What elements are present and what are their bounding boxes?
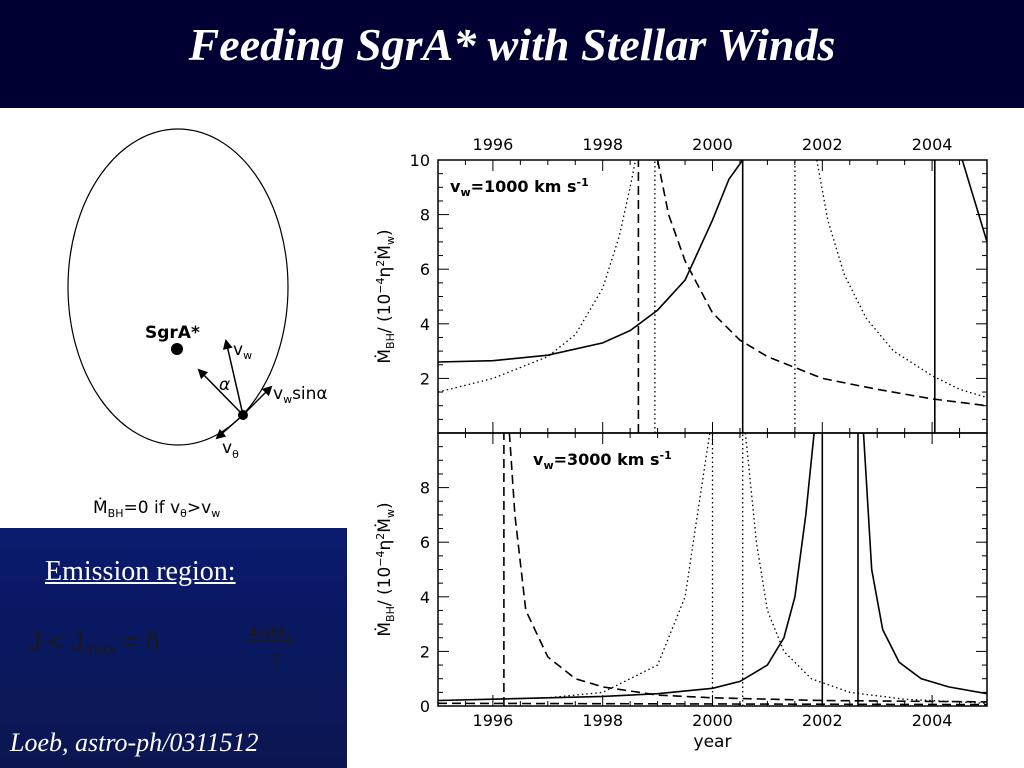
top-x-tick-label: 2002	[802, 135, 843, 154]
orbit-ellipse	[67, 128, 289, 446]
radial-arrow	[197, 368, 244, 416]
emission-box: Emission region: J < Jmax = ñ 4GMT c Loe…	[0, 528, 347, 768]
y-tick-label: 8	[420, 206, 430, 225]
x-tick-label: 1996	[473, 711, 514, 730]
series-solid-3	[961, 160, 987, 243]
y-axis-label: ṀBH/ (10−4η2Ṁw)	[374, 229, 397, 363]
two-panel-plot: 2 4 6 8 10 1996 1998 2000 2002 2004 ṀBH/ (10−4η2Ṁw…	[374, 135, 988, 752]
top-panel: 2 4 6 8 10 1996 1998 2000 2002 2004 ṀBH/ (10−4η2Ṁw…	[374, 135, 988, 434]
top-x-tick-label: 2004	[912, 135, 953, 154]
emission-formula: J < Jmax = ñ 4GMT c	[28, 623, 292, 667]
y-tick-label: 8	[420, 479, 430, 498]
emission-heading: Emission region:	[45, 556, 236, 587]
y-tick-label: 4	[420, 588, 430, 607]
vwsin-arrow	[242, 385, 273, 416]
title-bar: Feeding SgrA* with Stellar Winds	[0, 0, 1024, 108]
svg-text:c: c	[272, 648, 281, 667]
x-tick-label: 2004	[912, 711, 953, 730]
vw-arrow	[222, 339, 244, 416]
velocity-annotation: vw=3000 km s-1	[533, 449, 672, 472]
svg-text:J < Jmax = ñ: J < Jmax = ñ	[28, 626, 160, 658]
series-dashed-6	[438, 702, 987, 706]
accretion-condition: ṀBH=0 if vθ>vw	[93, 497, 220, 520]
y-tick-label: 6	[420, 260, 430, 279]
alpha-label: α	[219, 375, 230, 395]
y-tick-label: 0	[420, 697, 430, 716]
vtheta-arrow	[215, 414, 244, 440]
y-tick-label: 2	[420, 369, 430, 388]
sgra-dot	[171, 343, 183, 355]
series-dashed-5	[508, 433, 987, 703]
vw-label: vw	[233, 340, 252, 362]
series-solid-0	[438, 433, 815, 702]
x-tick-label: 2000	[692, 711, 733, 730]
series-dashed-5	[656, 160, 987, 407]
top-x-tick-label: 1998	[582, 135, 623, 154]
x-tick-label: 1998	[582, 711, 623, 730]
x-axis-label: year	[694, 732, 732, 752]
plot-frame-top	[437, 159, 988, 434]
sgra-label: SgrA*	[145, 323, 200, 343]
series-dotted-7	[438, 433, 711, 702]
vwsin-label: vwsinα	[273, 384, 328, 406]
svg-text:4GMT: 4GMT	[248, 623, 292, 644]
slide-title: Feeding SgrA* with Stellar Winds	[188, 19, 836, 70]
vtheta-label: vθ	[222, 438, 239, 461]
y-tick-label: 2	[420, 642, 430, 661]
bottom-panel: 0 2 4 6 8 1996 1998 2000 2002 2004 year ṀBH/ (10−4η…	[374, 432, 988, 752]
top-x-tick-label: 1996	[473, 135, 514, 154]
y-axis-label: ṀBH/ (10−4η2Ṁw)	[374, 502, 397, 636]
series-dotted-9	[816, 160, 987, 399]
y-tick-label: 4	[420, 315, 430, 334]
y-tick-label: 6	[420, 533, 430, 552]
x-tick-label: 2002	[802, 711, 843, 730]
series-solid-3	[862, 433, 987, 695]
velocity-annotation: vw=1000 km s-1	[450, 176, 589, 199]
series-solid-0	[438, 160, 744, 363]
citation: Loeb, astro-ph/0311512	[10, 728, 259, 757]
y-tick-label: 10	[410, 151, 430, 170]
orbit-diagram: SgrA* vw α vwsinα vθ ṀBH=0 if vθ>vw	[67, 128, 328, 520]
top-x-tick-label: 2000	[692, 135, 733, 154]
